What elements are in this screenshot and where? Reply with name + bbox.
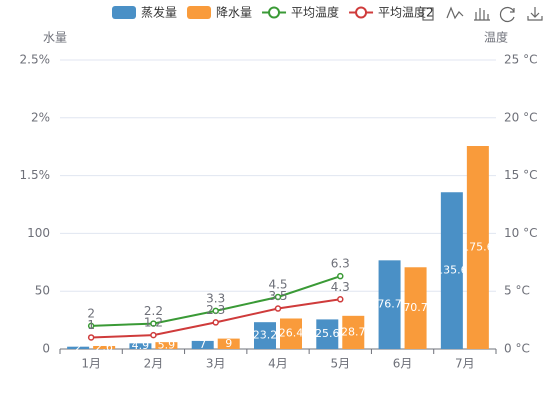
- tool-data-view[interactable]: [422, 7, 434, 21]
- bar-label: 26.4: [279, 327, 304, 340]
- legend-swatch: [355, 6, 368, 19]
- bar: [404, 267, 427, 349]
- legend-label: 平均温度: [291, 5, 339, 20]
- tool-line[interactable]: [446, 6, 464, 20]
- bar: [466, 146, 489, 349]
- line-label: 2.2: [144, 304, 163, 318]
- bar-label: 28.7: [341, 325, 366, 338]
- legend-label: 平均温度2: [378, 5, 434, 20]
- legend-label: 蒸发量: [141, 5, 177, 20]
- bar: [280, 318, 302, 349]
- bar: [342, 315, 365, 349]
- bar: [378, 260, 401, 349]
- y-axis-title: 水量: [43, 31, 67, 45]
- tool-save[interactable]: [527, 7, 543, 21]
- y-tick-label: 2%: [31, 110, 50, 124]
- line-label: 4.3: [331, 280, 350, 294]
- x-tick-label: 4月: [268, 357, 288, 371]
- bar-label: 135.6: [436, 264, 468, 277]
- line-point: [150, 320, 157, 327]
- bar-label: 76.7: [377, 298, 402, 311]
- y2-tick-label: 5 °C: [504, 284, 530, 298]
- bar: [129, 343, 152, 349]
- bar: [155, 342, 178, 349]
- legend-swatch: [268, 6, 281, 19]
- bar-label: 175.6: [462, 241, 494, 254]
- y-tick-label: 0: [42, 342, 50, 356]
- x-tick-label: 3月: [206, 357, 226, 371]
- line-point: [150, 331, 157, 339]
- tool-bar[interactable]: [474, 8, 490, 21]
- x-tick-label: 7月: [455, 357, 475, 371]
- bar-label: 23.2: [253, 329, 278, 342]
- y-tick-label: 2.5%: [20, 53, 51, 67]
- y2-tick-label: 0 °C: [504, 342, 530, 356]
- bar-label: 5.9: [158, 339, 176, 352]
- bar: [217, 338, 240, 349]
- line-point: [337, 272, 344, 280]
- bar: [67, 346, 90, 349]
- bar-label: 70.7: [403, 301, 428, 314]
- bar-label: 2.6: [95, 340, 113, 353]
- y-tick-label: 100: [27, 226, 50, 240]
- tool-restore[interactable]: [499, 6, 515, 23]
- line-label: 2.3: [206, 303, 225, 317]
- x-tick-label: 1月: [81, 357, 101, 371]
- bar-label: 4.9: [132, 339, 150, 352]
- x-tick-label: 5月: [330, 357, 350, 371]
- line-point: [274, 305, 282, 312]
- line-label: 6.3: [331, 257, 350, 271]
- y2-axis-title: 温度: [484, 30, 508, 45]
- bar: [440, 192, 463, 349]
- bar-label: 2: [75, 341, 82, 354]
- y2-tick-label: 10 °C: [504, 226, 537, 240]
- line-label: 1: [87, 318, 95, 332]
- legend-swatch: [187, 6, 212, 19]
- line-point: [337, 296, 344, 303]
- line-label: 2: [87, 306, 95, 320]
- line-label: 1.2: [144, 316, 163, 330]
- legend-swatch: [112, 6, 136, 19]
- x-tick-label: 2月: [144, 357, 164, 371]
- y2-tick-label: 20 °C: [504, 110, 537, 124]
- y2-tick-label: 25 °C: [504, 53, 537, 67]
- bar: [254, 322, 276, 349]
- bar-label: 7: [199, 338, 206, 351]
- line-label: 3.5: [268, 289, 287, 303]
- line-point: [212, 307, 219, 315]
- line-label: 3.3: [206, 291, 225, 305]
- line-point: [87, 334, 95, 341]
- bar-label: 9: [225, 337, 232, 350]
- bar: [191, 340, 214, 349]
- line-point: [87, 322, 95, 330]
- y-tick-label: 50: [35, 284, 50, 298]
- y2-tick-label: 15 °C: [504, 168, 537, 182]
- line-point: [212, 319, 219, 326]
- toolbox[interactable]: [422, 6, 543, 23]
- line-label: 4.5: [268, 277, 287, 291]
- line-point: [274, 293, 282, 301]
- y-tick-label: 1.5%: [20, 168, 51, 182]
- bar: [93, 345, 116, 349]
- x-tick-label: 6月: [393, 357, 413, 371]
- bar: [316, 319, 339, 349]
- legend-label: 降水量: [216, 6, 252, 20]
- bar-label: 25.6: [315, 327, 340, 340]
